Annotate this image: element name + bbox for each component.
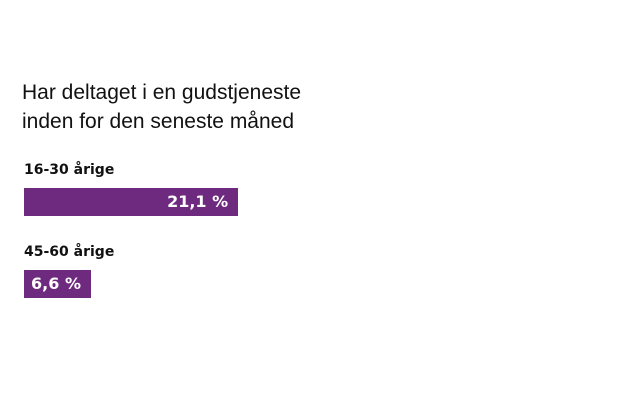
- bar: [24, 270, 91, 298]
- value-label: 21,1 %: [167, 192, 229, 211]
- value-label: 6,6 %: [31, 274, 81, 293]
- bar: [24, 188, 239, 216]
- category-label: 16-30 årige: [24, 162, 115, 178]
- category-label: 45-60 årige: [24, 244, 115, 260]
- chart-title: Har deltaget i en gudstjeneste inden for…: [22, 81, 302, 133]
